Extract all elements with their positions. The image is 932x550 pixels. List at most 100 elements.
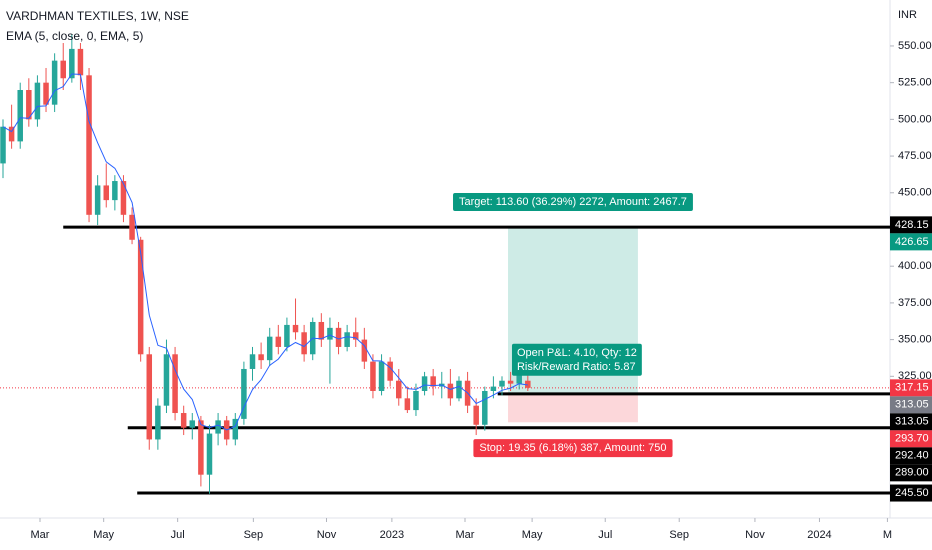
- price-tag: [890, 233, 932, 251]
- price-tag-label: 292.40: [895, 450, 929, 462]
- y-tick-label: 350.00: [898, 334, 932, 346]
- candle-body: [26, 90, 32, 120]
- candle-body: [421, 376, 428, 391]
- x-tick-label: Mar: [456, 529, 475, 541]
- candle-body: [344, 332, 350, 347]
- ratio-label: Risk/Reward Ratio: 5.87: [517, 361, 636, 373]
- candle-body: [378, 361, 385, 391]
- price-tag-label: 426.65: [895, 236, 929, 248]
- candle-body: [249, 354, 256, 369]
- candle-body: [172, 354, 178, 414]
- target-label-bg: [453, 192, 693, 211]
- price-tag: [890, 447, 932, 465]
- price-tag: [890, 379, 932, 397]
- candle-body: [232, 418, 239, 440]
- candle-body: [396, 380, 402, 399]
- y-tick-label: 475.00: [898, 150, 932, 162]
- candle-body: [284, 324, 290, 347]
- candle-body: [137, 239, 144, 355]
- candle-body: [361, 339, 368, 362]
- stop-label-bg: [473, 439, 673, 458]
- price-tag: [890, 484, 932, 502]
- price-tag: [890, 464, 932, 482]
- candle-body: [387, 361, 393, 381]
- price-tag-label: 245.50: [895, 487, 929, 499]
- price-tag: [890, 430, 932, 448]
- candle-body: [370, 361, 376, 391]
- candle-body: [198, 420, 204, 475]
- x-tick-label: Jul: [598, 529, 612, 541]
- candle-body: [430, 376, 436, 387]
- price-tag-label: 293.70: [895, 433, 929, 445]
- candle-body: [0, 126, 6, 164]
- candle-body: [60, 60, 66, 79]
- candle-body: [447, 383, 454, 399]
- candle-body: [525, 380, 531, 388]
- candle-body: [215, 420, 221, 434]
- x-tick-label: Nov: [317, 529, 337, 541]
- price-tag-label: 313.05: [895, 416, 929, 428]
- price-tag-label: 317.15: [895, 382, 929, 394]
- price-tag-label: 428.15: [895, 219, 929, 231]
- pnl-box: Open P&L: 4.10, Qty: 12 Risk/Reward Ratio…: [511, 343, 642, 376]
- candle-body: [413, 390, 419, 411]
- candle-body: [292, 324, 299, 333]
- candle-body: [335, 327, 342, 347]
- candle-body: [352, 332, 359, 340]
- price-tag-label: 289.00: [895, 467, 929, 479]
- x-tick-label: May: [93, 529, 114, 541]
- candle-body: [499, 380, 505, 387]
- y-tick-label: 375.00: [898, 297, 932, 309]
- candle-body: [404, 398, 411, 411]
- x-tick-label: Sep: [669, 529, 689, 541]
- y-tick-label: 500.00: [898, 113, 932, 125]
- candle-body: [112, 181, 118, 201]
- candle-body: [69, 48, 75, 79]
- candle-body: [301, 332, 307, 355]
- candle-body: [516, 374, 522, 384]
- candle-body: [180, 413, 187, 428]
- x-tick-label: 2023: [380, 529, 404, 541]
- candle-body: [94, 185, 101, 215]
- candle-body: [43, 82, 49, 105]
- candle-body: [155, 405, 161, 440]
- stop-label: Stop: 19.35 (6.18%) 387, Amount: 750: [479, 442, 666, 454]
- candle-body: [318, 321, 325, 340]
- price-tag-label: 313.05: [895, 399, 929, 411]
- y-tick-label: 550.00: [898, 40, 932, 52]
- chart-title: VARDHMAN TEXTILES, 1W, NSE: [6, 9, 189, 23]
- y-tick-label: 525.00: [898, 77, 932, 89]
- x-tick-label: Nov: [745, 529, 765, 541]
- price-tag: [890, 216, 932, 234]
- target-label: Target: 113.60 (36.29%) 2272, Amount: 24…: [459, 196, 687, 208]
- candle-body: [456, 380, 462, 399]
- candle-body: [507, 380, 514, 384]
- candle-body: [189, 420, 196, 428]
- candle-body: [17, 90, 23, 142]
- currency-label: INR: [898, 9, 917, 21]
- pnl-label: Open P&L: 4.10, Qty: 12: [517, 347, 637, 359]
- candle-body: [275, 336, 282, 347]
- stop-label-box: Stop: 19.35 (6.18%) 387, Amount: 750: [473, 439, 673, 458]
- pnl-bg: [511, 343, 642, 376]
- x-tick-label: Mar: [31, 529, 50, 541]
- stop-zone: [508, 393, 638, 423]
- candle-body: [51, 60, 58, 105]
- x-tick-label: Sep: [244, 529, 264, 541]
- x-tick-label: 2024: [807, 529, 831, 541]
- indicator-label: EMA (5, close, 0, EMA, 5): [6, 29, 143, 43]
- candle-body: [77, 48, 84, 76]
- candle-body: [163, 354, 170, 406]
- candle-body: [258, 354, 264, 361]
- candle-body: [266, 336, 273, 361]
- y-tick-label: 400.00: [898, 260, 932, 272]
- candle-body: [206, 433, 213, 475]
- candle-body: [327, 327, 333, 340]
- candle-body: [241, 368, 247, 419]
- price-tag: [890, 396, 932, 414]
- candle-body: [34, 82, 41, 120]
- y-tick-label: 450.00: [898, 187, 932, 199]
- candle-body: [490, 386, 497, 391]
